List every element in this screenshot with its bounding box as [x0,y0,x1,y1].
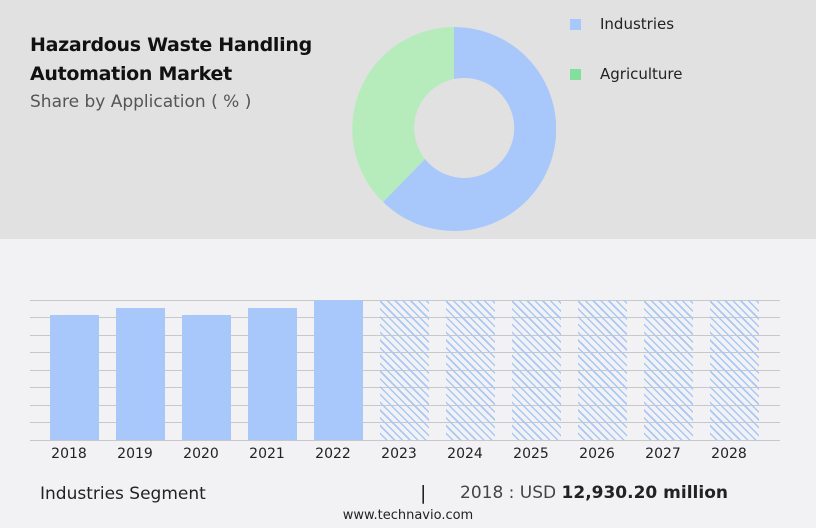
bar-2023 [380,300,429,440]
bar-2025 [512,300,561,440]
bar-2020 [182,315,231,440]
bar-2028 [710,300,759,440]
bar-2021 [248,308,297,440]
legend-item-agriculture: Agriculture [570,64,683,84]
x-label: 2021 [249,446,285,462]
x-label: 2018 [51,446,87,462]
x-label: 2023 [381,446,417,462]
segment-label: Industries Segment [40,484,206,504]
bar-2026 [578,300,627,440]
bar-2024 [446,300,495,440]
gridline [30,440,780,441]
legend: Industries Agriculture [570,14,683,114]
legend-swatch-icon [570,18,581,30]
x-label: 2028 [711,446,747,462]
x-label: 2025 [513,446,549,462]
bar-chart [30,300,780,441]
x-label: 2020 [183,446,219,462]
bar-2022 [314,300,363,440]
donut-chart [352,27,556,231]
legend-swatch-icon [570,68,581,80]
x-label: 2027 [645,446,681,462]
chart-subtitle: Share by Application ( % ) [30,92,252,112]
x-label: 2019 [117,446,153,462]
slice-industries [383,27,556,231]
x-label: 2024 [447,446,483,462]
slice-agriculture [352,27,454,202]
source-url: www.technavio.com [342,508,474,523]
bar-2019 [116,308,165,440]
chart-title: Hazardous Waste Handling Automation Mark… [30,34,312,85]
separator: | [420,482,427,504]
x-label: 2022 [315,446,351,462]
bar-2018 [50,315,99,440]
segment-value: 2018 : USD 12,930.20 million [460,483,728,503]
bar-2027 [644,300,693,440]
legend-item-industries: Industries [570,14,683,34]
x-label: 2026 [579,446,615,462]
